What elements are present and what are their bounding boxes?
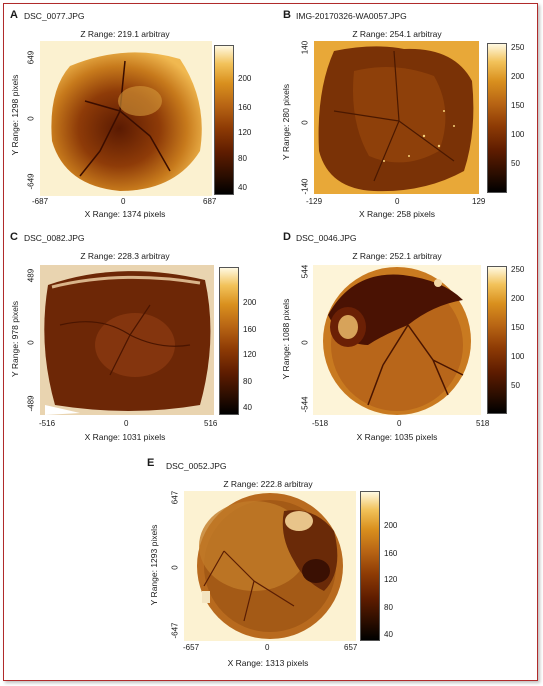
x-tick: 0	[124, 419, 129, 428]
x-tick: 657	[344, 643, 358, 652]
colorbar-tick: 80	[238, 154, 247, 163]
colorbar-tick: 80	[384, 603, 393, 612]
colorbar-tick: 250	[511, 43, 525, 52]
heatmap-image	[40, 41, 212, 196]
z-range-label: Z Range: 222.8 arbitray	[223, 479, 313, 489]
x-tick: 129	[472, 197, 486, 206]
z-range-label: Z Range: 254.1 arbitray	[352, 29, 442, 39]
x-tick: 687	[203, 197, 217, 206]
colorbar-tick: 150	[511, 323, 525, 332]
colorbar	[219, 267, 239, 415]
colorbar	[214, 45, 234, 195]
heatmap-image	[314, 41, 479, 194]
x-tick: 0	[121, 197, 126, 206]
file-name: IMG-20170326-WA0057.JPG	[296, 11, 407, 21]
x-tick: -657	[183, 643, 200, 652]
colorbar-tick: 100	[511, 130, 525, 139]
y-tick: 544	[300, 264, 310, 279]
colorbar-tick: 200	[511, 72, 525, 81]
panel-label: A	[10, 9, 18, 21]
colorbar	[487, 43, 507, 193]
file-name: DSC_0052.JPG	[166, 461, 227, 471]
panel-label: B	[283, 9, 291, 21]
y-range-label: Y Range: 978 pixels	[10, 301, 20, 377]
file-name: DSC_0046.JPG	[296, 233, 357, 243]
colorbar-tick: 120	[238, 128, 252, 137]
y-tick: -649	[26, 173, 36, 190]
colorbar-tick: 160	[238, 103, 252, 112]
colorbar-tick: 200	[238, 74, 252, 83]
y-range-label: Y Range: 1298 pixels	[10, 74, 20, 156]
file-name: DSC_0082.JPG	[24, 233, 85, 243]
figure-frame	[3, 3, 538, 681]
x-range-label: X Range: 1031 pixels	[84, 432, 166, 442]
colorbar-tick: 200	[243, 298, 257, 307]
y-tick: 0	[300, 120, 310, 125]
y-tick: 489	[26, 268, 36, 283]
colorbar-tick: 200	[511, 294, 525, 303]
x-tick: 516	[204, 419, 218, 428]
colorbar-tick: 250	[511, 265, 525, 274]
heatmap-image	[40, 265, 214, 415]
colorbar-tick: 160	[243, 325, 257, 334]
x-tick: -516	[39, 419, 56, 428]
file-name: DSC_0077.JPG	[24, 11, 85, 21]
y-tick: -544	[300, 396, 310, 413]
y-tick: 0	[170, 565, 180, 570]
y-tick: 0	[300, 340, 310, 345]
x-range-label: X Range: 1313 pixels	[227, 658, 309, 668]
y-range-label: Y Range: 1293 pixels	[149, 524, 159, 606]
colorbar-tick: 40	[384, 630, 393, 639]
colorbar-tick: 120	[243, 350, 257, 359]
colorbar-tick: 50	[511, 159, 520, 168]
colorbar-tick: 40	[238, 183, 247, 192]
colorbar-tick: 50	[511, 381, 520, 390]
colorbar-tick: 160	[384, 549, 398, 558]
heatmap-image	[184, 491, 356, 641]
colorbar-tick: 150	[511, 101, 525, 110]
y-range-label: Y Range: 1088 pixels	[281, 298, 291, 380]
y-tick: 649	[26, 50, 36, 65]
x-tick: -518	[312, 419, 329, 428]
x-range-label: X Range: 1035 pixels	[356, 432, 438, 442]
y-range-label: Y Range: 280 pixels	[281, 84, 291, 160]
panel-label: E	[147, 457, 155, 469]
z-range-label: Z Range: 228.3 arbitray	[80, 251, 170, 261]
colorbar-tick: 40	[243, 403, 252, 412]
y-tick: 140	[300, 40, 310, 55]
x-range-label: X Range: 1374 pixels	[84, 209, 166, 219]
colorbar-tick: 120	[384, 575, 398, 584]
x-tick: -687	[32, 197, 49, 206]
y-tick: 647	[170, 490, 180, 505]
x-tick: 518	[476, 419, 490, 428]
y-tick: 0	[26, 116, 36, 121]
z-range-label: Z Range: 252.1 arbitray	[352, 251, 442, 261]
colorbar-tick: 80	[243, 377, 252, 386]
colorbar	[487, 266, 507, 414]
x-tick: 0	[397, 419, 402, 428]
colorbar	[360, 491, 380, 641]
panel-label: C	[10, 231, 18, 243]
y-tick: -647	[170, 622, 180, 639]
z-range-label: Z Range: 219.1 arbitray	[80, 29, 170, 39]
colorbar-tick: 100	[511, 352, 525, 361]
x-tick: 0	[265, 643, 270, 652]
x-tick: -129	[306, 197, 323, 206]
y-tick: 0	[26, 340, 36, 345]
heatmap-image	[313, 265, 481, 415]
colorbar-tick: 200	[384, 521, 398, 530]
panel-label: D	[283, 231, 291, 243]
y-tick: -489	[26, 395, 36, 412]
x-tick: 0	[395, 197, 400, 206]
x-range-label: X Range: 258 pixels	[358, 209, 436, 219]
